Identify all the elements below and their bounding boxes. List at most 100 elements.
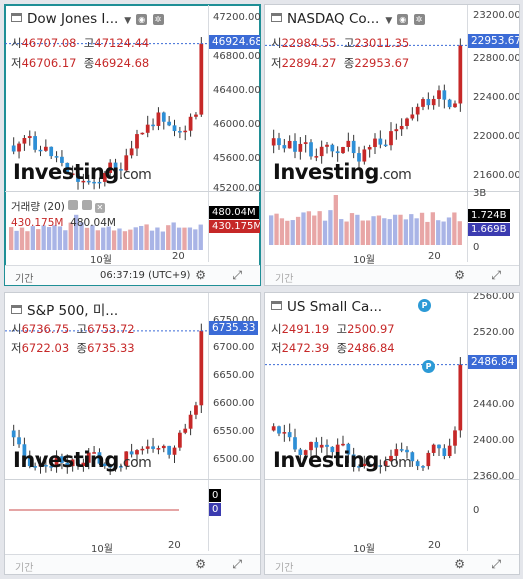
candle-body	[124, 155, 129, 171]
window-icon	[11, 13, 22, 22]
candle-body	[351, 140, 356, 154]
volume-bar	[430, 212, 435, 245]
candle-body	[319, 146, 324, 157]
x-tick: 20	[428, 251, 441, 262]
candle-body	[405, 449, 409, 453]
expand-icon[interactable]: ⤢	[491, 268, 501, 282]
candle-body	[389, 455, 393, 462]
y-tick: 6650.00	[213, 370, 255, 381]
gear-icon[interactable]: ⚙	[454, 557, 465, 571]
candles-dow-jones	[5, 37, 208, 190]
x-tick: 20	[428, 540, 441, 551]
panel-sp500[interactable]: S&P 500, 미... 시6736.75 고6753.72 저6722.03…	[4, 292, 261, 575]
candle-body	[293, 140, 297, 152]
candle-body	[447, 445, 452, 457]
candle-body	[194, 114, 198, 117]
candle-body	[140, 132, 145, 135]
candle-body	[415, 461, 420, 467]
volume-bar	[322, 220, 328, 245]
y-tick: 45200.00	[213, 183, 261, 194]
chart-title[interactable]: NASDAQ Co...	[287, 11, 380, 27]
candle-body	[49, 466, 54, 468]
ohlc-row-1: 시6736.75 고6753.72	[11, 322, 135, 336]
candle-body	[97, 452, 102, 464]
volume-bar	[182, 227, 187, 250]
volume-bar	[371, 216, 376, 245]
candle-body	[277, 138, 281, 146]
candle-body	[362, 149, 367, 162]
chevron-down-icon[interactable]: ▼	[124, 16, 132, 26]
volume-bar	[149, 230, 155, 250]
candle-body	[81, 180, 86, 183]
chart-title[interactable]: Dow Jones I...	[27, 11, 119, 27]
chevron-down-icon[interactable]: ▼	[385, 16, 393, 26]
candles-us-small-cap	[265, 357, 467, 474]
volume-bar	[398, 214, 403, 245]
candle-body	[76, 173, 80, 182]
period-label[interactable]: 기간	[15, 563, 34, 574]
gear-icon[interactable]: ⚙	[454, 268, 465, 282]
panel-nasdaq[interactable]: NASDAQ Co... ▼ ◉ ✲ 시22984.55 고23011.35 저22…	[264, 4, 520, 286]
panel-us-small-cap[interactable]: US Small Ca... 시2491.19 고2500.97 저2472.3…	[264, 292, 520, 575]
candle-body	[17, 437, 21, 445]
period-label[interactable]: 기간	[275, 563, 294, 574]
camera-icon[interactable]: ◉	[136, 14, 148, 25]
candle-body	[453, 430, 457, 446]
gear-icon[interactable]: ✲	[152, 14, 164, 25]
volume-bar	[333, 195, 338, 245]
volume-bar	[101, 227, 106, 250]
chart-footer: 기간 ⚙ ⤢	[265, 554, 519, 574]
volume-bar	[366, 220, 371, 245]
candles-nasdaq	[265, 38, 467, 168]
volume-bar	[117, 228, 122, 250]
marker-p[interactable]: P	[422, 360, 435, 373]
chart-header: US Small Ca...	[271, 299, 382, 315]
panel-dow-jones[interactable]: Dow Jones I... ▼ ◉ ✲ 시46707.08 고47124.44 저…	[4, 4, 261, 286]
last-price-tag: 22953.67	[468, 34, 519, 48]
volume-bar	[349, 213, 355, 245]
volume-bar	[360, 220, 365, 245]
volume-bar	[144, 224, 149, 250]
marker-p[interactable]: P	[418, 299, 431, 312]
gear-icon[interactable]: ⚙	[195, 268, 206, 282]
candle-body	[330, 446, 335, 453]
candle-body	[76, 459, 80, 467]
gear-icon[interactable]: ✲	[413, 14, 425, 25]
close-icon[interactable]: ✕	[94, 203, 105, 213]
gear-icon[interactable]: ⚙	[195, 557, 206, 571]
candle-body	[383, 461, 388, 467]
volume-bar	[387, 219, 392, 245]
y-tick: 47200.00	[213, 12, 261, 23]
period-label[interactable]: 기간	[275, 274, 294, 285]
candle-body	[145, 124, 150, 133]
candle-body	[410, 452, 415, 462]
candle-body	[43, 146, 48, 151]
chart-title[interactable]: S&P 500, 미...	[27, 303, 119, 319]
candle-body	[309, 441, 313, 451]
candle-body	[172, 447, 177, 455]
expand-icon[interactable]: ⤢	[491, 557, 501, 571]
y-tick: 22400.00	[473, 92, 520, 103]
volume-bar	[269, 215, 274, 245]
candle-body	[49, 146, 54, 157]
candle-body	[303, 450, 308, 455]
volume-bar	[128, 229, 133, 250]
chart-footer: 기간 06:37:19 (UTC+9) ⚙ ⤢	[5, 265, 260, 285]
candle-body	[287, 432, 292, 438]
expand-icon[interactable]: ⤢	[232, 268, 242, 282]
period-label[interactable]: 기간	[15, 274, 34, 285]
candle-body	[271, 426, 276, 431]
chart-title[interactable]: US Small Ca...	[287, 299, 383, 315]
candle-body	[458, 45, 463, 104]
candle-body	[38, 149, 43, 152]
candle-body	[177, 131, 182, 133]
volume-values: 430.175M 480.04M	[11, 217, 116, 229]
candle-body	[378, 465, 383, 467]
last-price-tag: 46924.68	[209, 35, 260, 49]
expand-icon[interactable]: ⤢	[232, 557, 242, 571]
camera-icon[interactable]: ◉	[397, 14, 409, 25]
volume-tag-top: 1.724B	[468, 209, 510, 222]
y-tick: 6750.00	[213, 315, 254, 326]
candle-body	[399, 449, 404, 451]
volume-tag-bottom: 1.669B	[468, 223, 510, 236]
